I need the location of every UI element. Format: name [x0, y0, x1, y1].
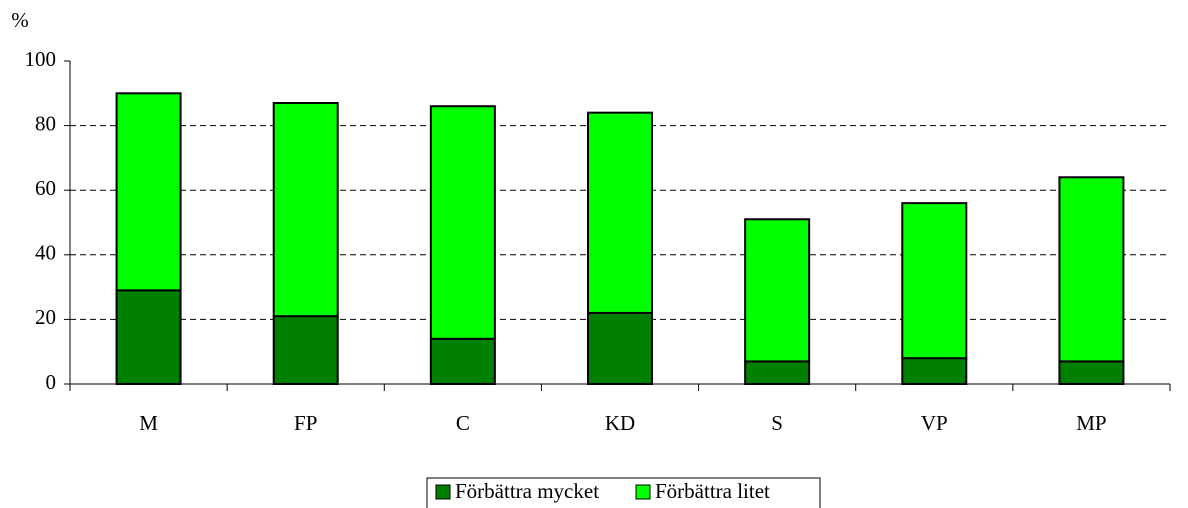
legend-swatch: [435, 484, 451, 500]
bar-segment: [272, 315, 339, 386]
bar-segment: [1058, 176, 1125, 363]
legend-box: [426, 477, 821, 508]
bar-segment: [587, 311, 653, 385]
x-tick-label: M: [139, 411, 158, 435]
x-tick-label: S: [771, 411, 783, 435]
y-axis-label: %: [11, 8, 29, 32]
legend-label: Förbättra mycket: [455, 479, 599, 503]
y-tick-label: 40: [35, 241, 56, 265]
y-tick-label: 20: [35, 305, 56, 329]
bar-segment: [744, 360, 811, 386]
bar-segment: [901, 357, 968, 386]
legend-label: Förbättra litet: [655, 479, 770, 503]
y-tick-label: 100: [25, 47, 57, 71]
bar-segment: [429, 337, 496, 385]
x-tick-label: FP: [294, 411, 317, 435]
bar-segment: [587, 111, 653, 314]
x-tick-label: KD: [605, 411, 635, 435]
bar-segment: [272, 101, 339, 318]
x-tick-label: VP: [921, 411, 948, 435]
bar-segment: [429, 105, 496, 340]
y-tick-label: 60: [35, 176, 56, 200]
y-tick-label: 0: [46, 370, 57, 394]
x-tick-label: C: [456, 411, 470, 435]
bar-segment: [901, 202, 968, 360]
legend-swatch: [635, 484, 651, 500]
bar-segment: [115, 92, 182, 292]
bar-segment: [744, 218, 811, 363]
bar-segment: [1058, 360, 1125, 386]
x-tick-label: MP: [1076, 411, 1106, 435]
bar-segment: [115, 289, 182, 385]
y-tick-label: 80: [35, 111, 56, 135]
